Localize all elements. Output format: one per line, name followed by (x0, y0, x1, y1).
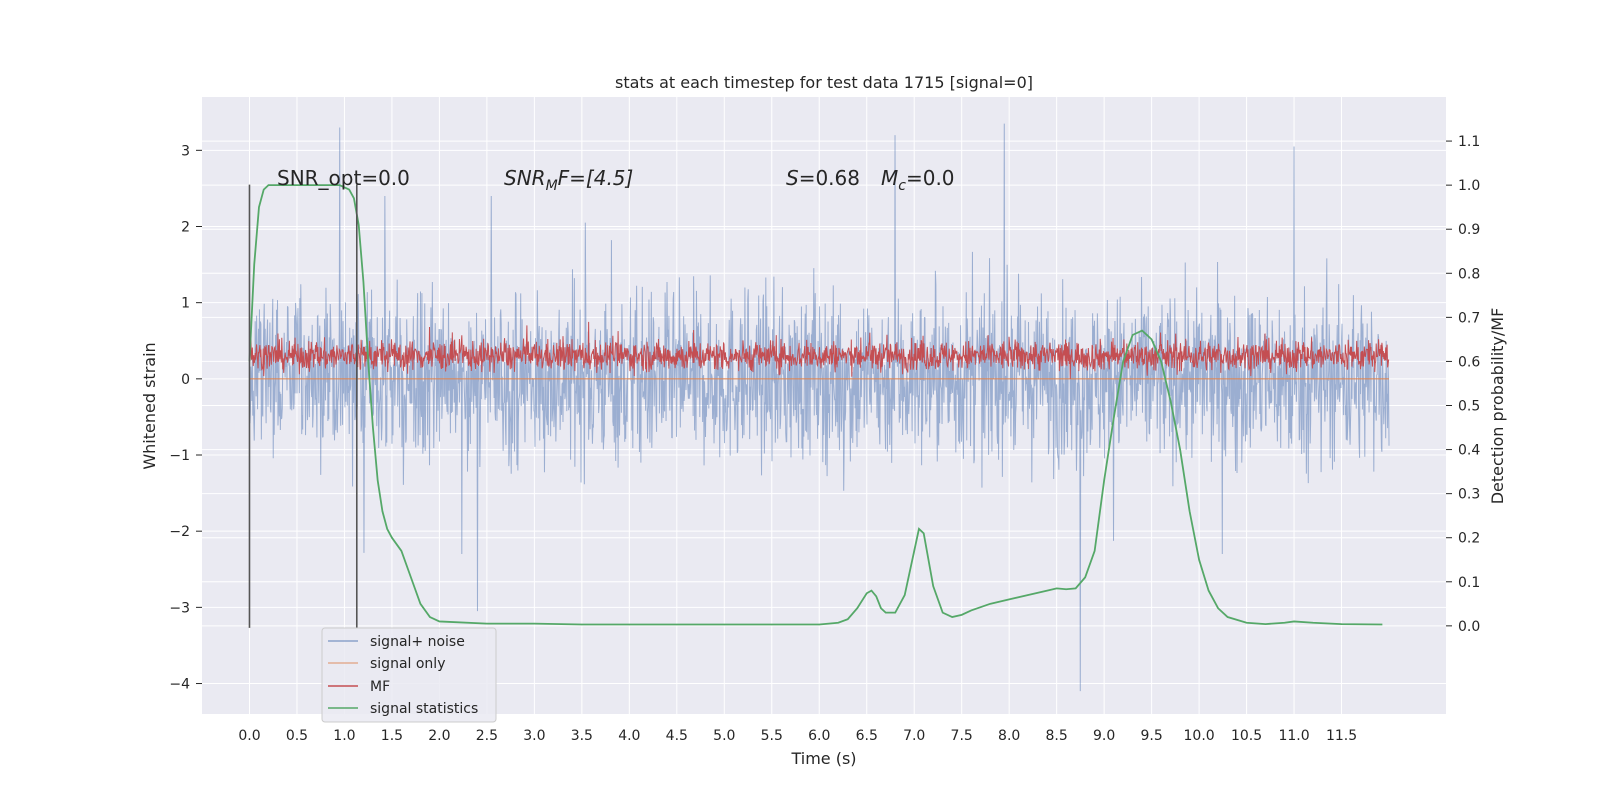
x-tick-label: 2.5 (476, 728, 498, 744)
x-tick-label: 11.5 (1326, 728, 1357, 744)
annotation-snr-mf: SNRMF=[4.5] (504, 166, 633, 194)
y2-tick-label: 0.3 (1458, 487, 1480, 503)
y2-tick-label: 0.6 (1458, 354, 1480, 370)
y2-tick-label: 0.7 (1458, 310, 1480, 326)
legend: signal+ noise signal only MF signal stat… (321, 627, 497, 723)
x-tick-label: 9.0 (1093, 728, 1115, 744)
annotation-mc-tail: =0.0 (906, 166, 955, 190)
y-tick-label: −3 (169, 600, 190, 616)
annotation-s-main: S (786, 166, 799, 190)
legend-label-signal-statistics: signal statistics (370, 701, 478, 717)
x-tick-label: 11.0 (1278, 728, 1309, 744)
chart-title: stats at each timestep for test data 171… (615, 73, 1033, 92)
y2-tick-label: 1.0 (1458, 178, 1480, 194)
y-axis-label: Whitened strain (140, 342, 159, 469)
x-tick-label: 3.0 (523, 728, 545, 744)
y-tick-label: −1 (169, 448, 190, 464)
x-tick-label: 5.5 (761, 728, 783, 744)
x-tick-label: 6.5 (856, 728, 878, 744)
legend-box (321, 627, 497, 723)
series-layer (248, 123, 1390, 692)
x-tick-label: 1.5 (381, 728, 403, 744)
annotation-mc: Mc=0.0 (881, 166, 955, 194)
y-tick-label: −2 (169, 524, 190, 540)
x-tick-label: 10.5 (1231, 728, 1262, 744)
overlay-layer (248, 184, 358, 628)
x-tick-label: 6.0 (808, 728, 830, 744)
x-tick-label: 5.0 (713, 728, 735, 744)
x-tick-label: 9.5 (1140, 728, 1162, 744)
x-tick-label: 0.0 (238, 728, 260, 744)
legend-label-mf: MF (370, 679, 390, 695)
annotation-s-tail: =0.68 (799, 166, 860, 190)
series-signal-statistics-line (248, 184, 1383, 626)
annotation-mc-main: M (881, 166, 898, 190)
x-tick-label: 0.5 (286, 728, 308, 744)
annotation-snr-opt: SNR_opt=0.0 (277, 166, 410, 190)
x-tick-labels: 0.0 0.5 1.0 1.5 2.0 2.5 3.0 3.5 4.0 4.5 5.0 5.5 6.0 6… (238, 728, 1357, 744)
legend-label-signal-only: signal only (370, 656, 445, 672)
x-tick-label: 1.0 (333, 728, 355, 744)
y2-tick-label: 1.1 (1458, 134, 1480, 150)
annotation-s: S=0.68 (786, 166, 860, 190)
y2-tick-label: 0.2 (1458, 531, 1480, 547)
x-tick-label: 7.5 (951, 728, 973, 744)
y-tick-label: 0 (181, 372, 190, 388)
x-tick-label: 8.0 (998, 728, 1020, 744)
y-tick-label: 2 (181, 219, 190, 235)
x-tick-label: 2.0 (428, 728, 450, 744)
annotations: SNR_opt=0.0 SNRMF=[4.5] S=0.68 Mc=0.0 (277, 166, 955, 194)
annotation-snr-mf-sub: M (546, 178, 558, 194)
x-tick-label: 10.0 (1184, 728, 1215, 744)
x-tick-label: 4.5 (666, 728, 688, 744)
x-tick-label: 8.5 (1046, 728, 1068, 744)
y2-tick-label: 0.5 (1458, 399, 1480, 415)
y2-tick-label: 0.1 (1458, 575, 1480, 591)
annotation-snr-mf-tail: F=[4.5] (558, 166, 634, 190)
y-tick-label: −4 (169, 677, 190, 693)
y2-tick-label: 0.9 (1458, 222, 1480, 238)
x-tick-label: 3.5 (571, 728, 593, 744)
y2-axis-label: Detection probability/MF (1488, 308, 1507, 505)
y2-tick-label: 0.4 (1458, 443, 1480, 459)
y-tick-label: 1 (181, 296, 190, 312)
legend-label-signal-noise: signal+ noise (370, 634, 465, 650)
series-mf-line (248, 321, 1390, 379)
annotation-snr-mf-main: SNR (504, 166, 546, 190)
annotation-mc-sub: c (898, 178, 906, 194)
y2-tick-label: 0.0 (1458, 619, 1480, 635)
y2-tick-labels: 1.1 1.0 0.9 0.8 0.7 0.6 0.5 0.4 0.3 0.2 0.1 0.0 (1446, 134, 1480, 635)
y-tick-label: 3 (181, 143, 190, 159)
x-axis-label: Time (s) (790, 749, 856, 768)
x-tick-label: 4.0 (618, 728, 640, 744)
x-tick-label: 7.0 (903, 728, 925, 744)
y2-tick-label: 0.8 (1458, 266, 1480, 282)
y-tick-labels: 3 2 1 0 −1 −2 −3 −4 (169, 143, 202, 693)
